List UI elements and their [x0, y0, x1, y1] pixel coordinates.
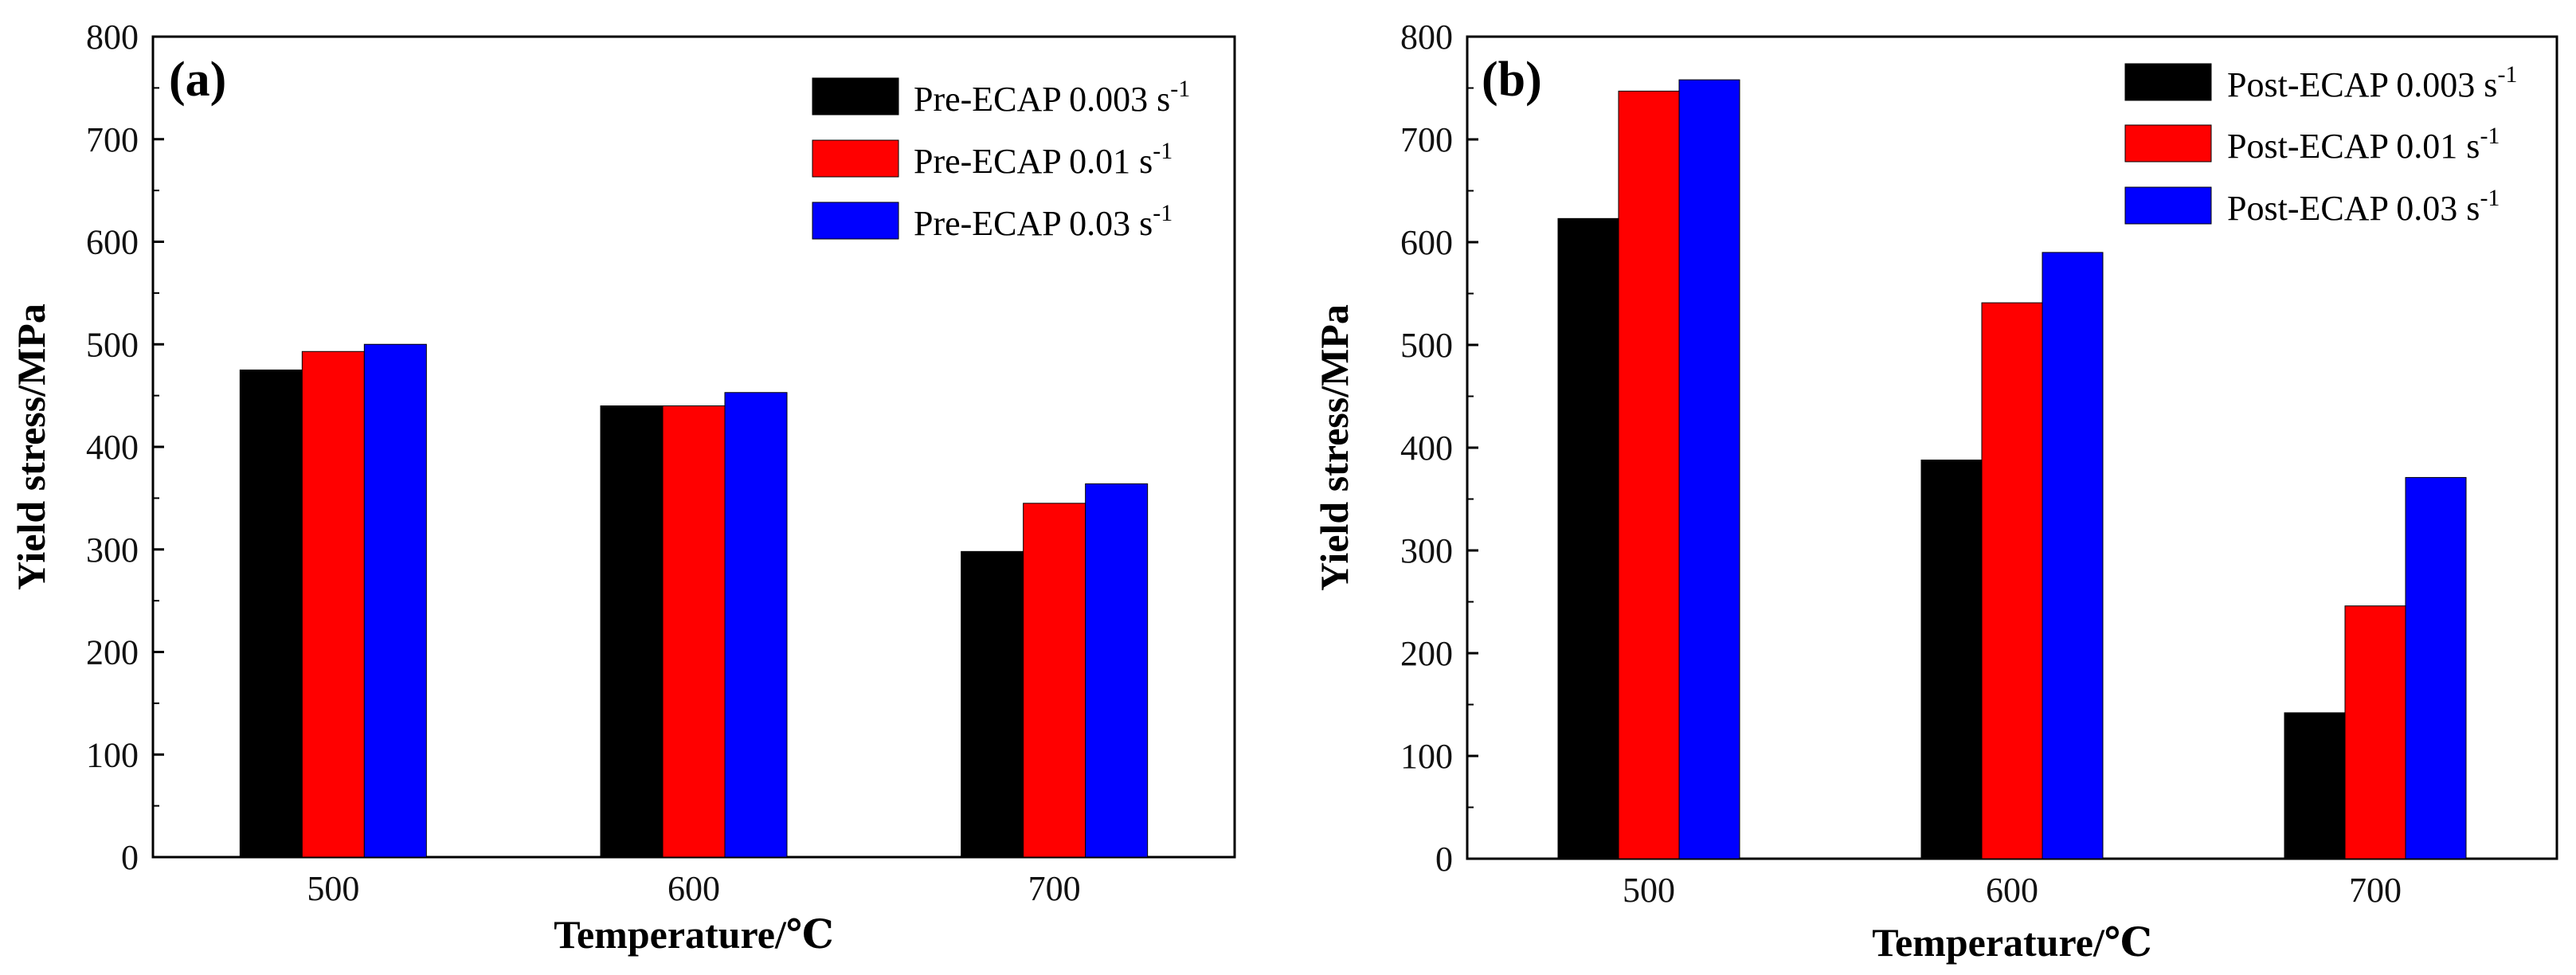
bar-post-ecap-0-01-sat-600 [1981, 302, 2043, 859]
bar-post-ecap-0-003-sat-500 [1557, 217, 1619, 859]
legend-swatch [2124, 124, 2212, 162]
y-axis-title: Yield stress/MPa [1312, 304, 1357, 591]
y-tick-label: 200 [86, 633, 139, 672]
legend-label: Pre-ECAP 0.03 s-1 [914, 200, 1173, 243]
bar-pre-ecap-0-003-sat-700 [961, 550, 1024, 858]
legend-swatch [812, 202, 899, 240]
y-axis-title: Yield stress/MPa [9, 303, 53, 590]
bar-post-ecap-0-03-sat-600 [2042, 252, 2104, 859]
bar-group [239, 343, 1149, 858]
legend-label-exponent: -1 [1153, 200, 1173, 226]
y-tick-label: 700 [86, 120, 139, 159]
panel-label: (a) [169, 53, 226, 107]
y-tick-label: 500 [86, 325, 139, 364]
bar-pre-ecap-0-003-sat-500 [239, 369, 303, 858]
legend-label-text: Post-ECAP 0.01 s [2227, 127, 2480, 166]
legend-label-text: Pre-ECAP 0.003 s [914, 80, 1170, 119]
legend-label: Pre-ECAP 0.003 s-1 [914, 76, 1190, 119]
legend-label: Post-ECAP 0.03 s-1 [2227, 185, 2500, 228]
bar-pre-ecap-0-01-sat-500 [301, 350, 365, 858]
legend-label: Post-ECAP 0.003 s-1 [2227, 61, 2517, 104]
y-tick-label: 600 [86, 223, 139, 262]
y-tick-label: 800 [86, 18, 139, 57]
x-axis-title: Temperature/℃ [1872, 920, 2152, 965]
legend-label: Pre-ECAP 0.01 s-1 [914, 138, 1173, 181]
chart-panel-a: (a) Temperature/℃ Yield stress/MPa 0 100 2… [9, 18, 1236, 957]
x-tick-label: 500 [307, 869, 359, 908]
x-axis-title: Temperature/℃ [554, 912, 834, 957]
legend-label-exponent: -1 [2480, 185, 2500, 211]
x-tick-label: 700 [2349, 871, 2402, 910]
bar-post-ecap-0-03-sat-500 [1678, 79, 1740, 859]
y-tick-label: 400 [1400, 429, 1453, 468]
x-tick-label: 700 [1028, 869, 1081, 908]
bar-pre-ecap-0-03-sat-500 [363, 343, 427, 858]
bar-pre-ecap-0-01-sat-700 [1023, 503, 1086, 858]
x-tick-label: 600 [1986, 871, 2038, 910]
y-tick-label: 800 [1400, 18, 1453, 57]
y-tick-label: 300 [86, 531, 139, 570]
x-tick-label: 600 [667, 869, 720, 908]
bar-post-ecap-0-01-sat-700 [2344, 605, 2406, 859]
tick-group: 0 100 200 300 400 500 600 700 800 500 600 700 [1400, 18, 2402, 910]
legend-label-text: Post-ECAP 0.003 s [2227, 65, 2497, 104]
panel-label: (b) [1482, 53, 1542, 107]
y-tick-label: 200 [1400, 634, 1453, 673]
y-tick-label: 400 [86, 428, 139, 467]
y-tick-label: 500 [1400, 326, 1453, 365]
legend-label-exponent: -1 [1153, 138, 1173, 164]
bar-post-ecap-0-003-sat-600 [1920, 459, 1983, 859]
legend-label: Post-ECAP 0.01 s-1 [2227, 123, 2500, 166]
legend-label-text: Post-ECAP 0.03 s [2227, 189, 2480, 228]
y-tick-label: 0 [121, 838, 139, 877]
legend-label-exponent: -1 [1170, 76, 1190, 102]
y-tick-label: 100 [1400, 737, 1453, 776]
bar-group [1557, 79, 2467, 859]
y-tick-label: 700 [1400, 120, 1453, 159]
chart-panel-b: (b) Temperature/℃ Yield stress/MPa 0 100 2… [1312, 18, 2558, 965]
tick-group: 0 100 200 300 400 500 600 700 800 500 600 700 [86, 18, 1081, 908]
bar-pre-ecap-0-03-sat-600 [724, 392, 788, 858]
bar-pre-ecap-0-01-sat-600 [662, 405, 726, 858]
bar-post-ecap-0-03-sat-700 [2405, 476, 2467, 859]
legend-swatch [812, 139, 899, 178]
y-tick-label: 600 [1400, 223, 1453, 262]
legend-label-text: Pre-ECAP 0.03 s [914, 204, 1153, 243]
bar-post-ecap-0-003-sat-700 [2284, 712, 2346, 859]
bar-pre-ecap-0-03-sat-700 [1085, 483, 1149, 858]
legend-label-text: Pre-ECAP 0.01 s [914, 142, 1153, 181]
legend-swatch [812, 77, 899, 116]
bar-pre-ecap-0-003-sat-600 [600, 405, 664, 858]
legend-label-exponent: -1 [2497, 61, 2517, 88]
y-tick-label: 100 [86, 735, 139, 774]
bar-post-ecap-0-01-sat-500 [1618, 90, 1680, 859]
y-tick-label: 300 [1400, 531, 1453, 570]
x-tick-label: 500 [1623, 871, 1675, 910]
legend-label-exponent: -1 [2480, 123, 2500, 149]
legend-swatch [2124, 63, 2212, 101]
y-tick-label: 0 [1435, 840, 1453, 879]
legend-swatch [2124, 186, 2212, 225]
